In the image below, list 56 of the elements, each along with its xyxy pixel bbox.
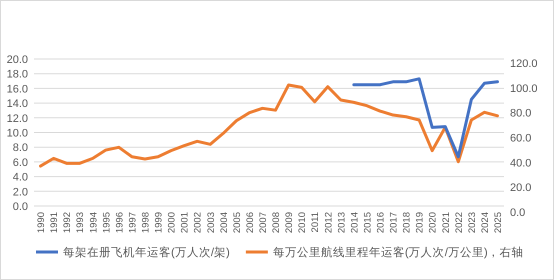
y2-tick-label: 40.0 xyxy=(510,157,532,170)
x-tick-label: 2009 xyxy=(284,212,296,234)
x-tick-label: 2000 xyxy=(166,212,178,234)
y-tick-label: 16.0 xyxy=(6,83,28,96)
x-tick-label: 2007 xyxy=(258,212,269,234)
x-tick-label: 1992 xyxy=(62,212,74,234)
x-tick-label: 2022 xyxy=(454,212,465,234)
x-tick-label: 1994 xyxy=(88,212,100,234)
y-tick-label: 4.0 xyxy=(12,172,28,184)
x-tick-label: 1993 xyxy=(75,212,86,234)
y2-tick-label: 0.0 xyxy=(510,207,526,219)
x-tick-label: 2014 xyxy=(349,212,360,234)
y-tick-label: 6.0 xyxy=(12,156,28,169)
legend-label: 每万公里航线里程年运客(万人次/万公里)，右轴 xyxy=(272,245,524,259)
y2-tick-label: 20.0 xyxy=(510,182,532,194)
y-tick-label: 18.0 xyxy=(6,68,28,81)
x-tick-label: 2016 xyxy=(375,212,386,234)
x-tick-label: 2005 xyxy=(232,212,243,234)
x-tick-label: 1991 xyxy=(49,212,60,234)
y-tick-label: 2.0 xyxy=(12,186,28,198)
x-tick-label: 2001 xyxy=(180,212,191,234)
y2-tick-label: 60.0 xyxy=(510,132,532,144)
x-tick-label: 1996 xyxy=(114,212,126,234)
y-tick-label: 10.0 xyxy=(6,128,28,140)
legend-label: 每架在册飞机年运客(万人次/架) xyxy=(63,245,230,259)
x-tick-label: 2018 xyxy=(402,212,413,234)
y2-tick-label: 80.0 xyxy=(510,108,532,120)
y-tick-label: 0.0 xyxy=(12,201,28,213)
y-tick-label: 14.0 xyxy=(6,98,28,110)
y-tick-label: 12.0 xyxy=(6,112,28,125)
x-tick-label: 2011 xyxy=(310,212,322,232)
x-tick-label: 2021 xyxy=(440,212,452,234)
x-tick-label: 2012 xyxy=(323,212,334,234)
x-tick-label: 2019 xyxy=(414,212,426,234)
x-tick-label: 2008 xyxy=(271,212,282,234)
x-tick-label: 2004 xyxy=(218,212,230,234)
x-tick-label: 1999 xyxy=(154,212,165,234)
x-tick-label: 2020 xyxy=(428,212,439,234)
x-tick-label: 2023 xyxy=(466,212,478,234)
x-tick-label: 2017 xyxy=(388,212,400,234)
x-tick-label: 2003 xyxy=(206,212,217,234)
x-tick-label: 2025 xyxy=(492,212,504,234)
y2-tick-label: 100.0 xyxy=(510,82,538,95)
x-tick-label: 1998 xyxy=(140,212,152,234)
x-tick-label: 1995 xyxy=(101,212,112,234)
x-tick-label: 2015 xyxy=(362,212,374,234)
x-tick-label: 1990 xyxy=(36,212,48,234)
x-tick-label: 2006 xyxy=(244,212,256,234)
x-tick-label: 1997 xyxy=(127,212,138,234)
x-tick-label: 2010 xyxy=(297,212,308,234)
x-tick-label: 2013 xyxy=(336,212,348,234)
y-tick-label: 20.0 xyxy=(6,54,28,66)
x-tick-label: 2002 xyxy=(192,212,204,234)
y-tick-label: 8.0 xyxy=(12,142,28,154)
y2-tick-label: 120.0 xyxy=(510,58,538,70)
x-tick-label: 2024 xyxy=(480,212,491,234)
